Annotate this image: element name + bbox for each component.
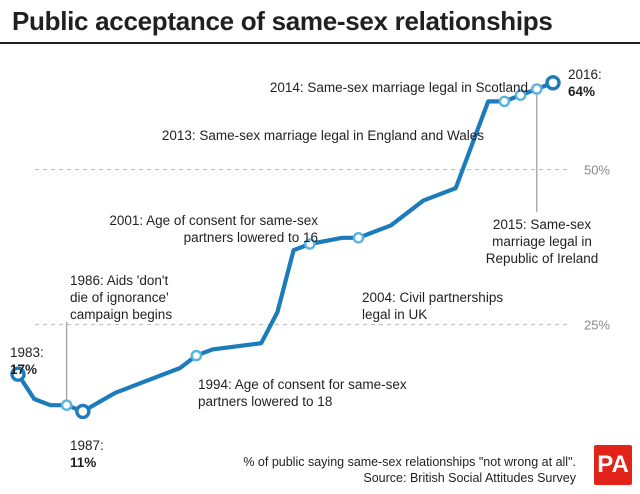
annotation-1987-value: 11%	[70, 455, 97, 470]
annotation-2016-year: 2016:	[568, 67, 602, 82]
annotation-1983-value: 17%	[10, 362, 38, 377]
annotation-1986: 1986: Aids 'don't die of ignorance' camp…	[70, 272, 172, 323]
annotation-2014-line-1: 2014: Same-sex marriage legal in Scotlan…	[269, 80, 528, 95]
annotation-2016-value: 64%	[568, 84, 596, 99]
annotation-1994: 1994: Age of consent for same-sex partne…	[198, 376, 407, 410]
annotation-2004: 2004: Civil partnerships legal in UK	[362, 289, 503, 323]
marker-1987	[75, 403, 91, 420]
annotation-2004-line-1: 2004: Civil partnerships	[362, 290, 504, 305]
footer-source: Source: British Social Attitudes Survey	[363, 471, 576, 485]
annotation-1994-line-1: 1994: Age of consent for same-sex	[198, 377, 407, 392]
marker-2015	[530, 83, 543, 95]
grid-layer	[35, 169, 570, 326]
annotation-1987-year: 1987:	[70, 438, 104, 453]
tick-layer: 25% 50%	[584, 163, 610, 333]
marker-2001	[304, 238, 316, 250]
annotation-1986-line-3: campaign begins	[70, 307, 173, 322]
chart-footer: % of public saying same-sex relationship…	[243, 454, 576, 486]
annotation-2016: 2016: 64%	[568, 66, 602, 100]
marker-1983	[10, 366, 26, 382]
annotation-2001: 2001: Age of consent for same-sex partne…	[109, 212, 318, 246]
annotation-2015-line-1: 2015: Same-sex	[492, 217, 592, 232]
y-tick-label-25: 25%	[584, 318, 610, 333]
annotation-1983: 1983: 17%	[10, 344, 44, 378]
annotation-2013: 2013: Same-sex marriage legal in England…	[162, 127, 484, 144]
pa-logo: PA	[594, 445, 632, 485]
marker-2013	[498, 95, 511, 108]
annotation-2015-line-3: Republic of Ireland	[485, 251, 599, 266]
annotation-2013-line-1: 2013: Same-sex marriage legal in England…	[161, 128, 484, 143]
annotation-1983-year: 1983:	[10, 345, 44, 360]
marker-2004	[352, 231, 365, 244]
annotation-2004-line-2: legal in UK	[362, 307, 428, 322]
annotation-1994-line-2: partners lowered to 18	[198, 394, 333, 409]
annotation-1986-line-2: die of ignorance'	[70, 290, 169, 305]
annotation-2001-line-2: partners lowered to 16	[183, 230, 318, 245]
y-tick-label-50: 50%	[584, 163, 610, 178]
title-rule	[0, 42, 640, 44]
annotation-1987: 1987: 11%	[70, 437, 104, 471]
marker-1986	[60, 399, 73, 412]
marker-2014	[514, 89, 527, 101]
annotation-2015-line-2: marriage legal in	[492, 234, 592, 249]
annotation-2015: 2015: Same-sex marriage legal in Republi…	[472, 216, 612, 267]
annotation-1986-line-1: 1986: Aids 'don't	[70, 273, 169, 288]
footer-note: % of public saying same-sex relationship…	[243, 455, 576, 469]
leader-layer	[66, 94, 538, 401]
marker-1994	[190, 349, 203, 362]
chart-title: Public acceptance of same-sex relationsh…	[12, 6, 553, 36]
marker-layer	[10, 75, 561, 420]
marker-2016	[545, 75, 561, 91]
annotation-2001-line-1: 2001: Age of consent for same-sex	[109, 213, 318, 228]
annotation-2014: 2014: Same-sex marriage legal in Scotlan…	[270, 79, 528, 96]
